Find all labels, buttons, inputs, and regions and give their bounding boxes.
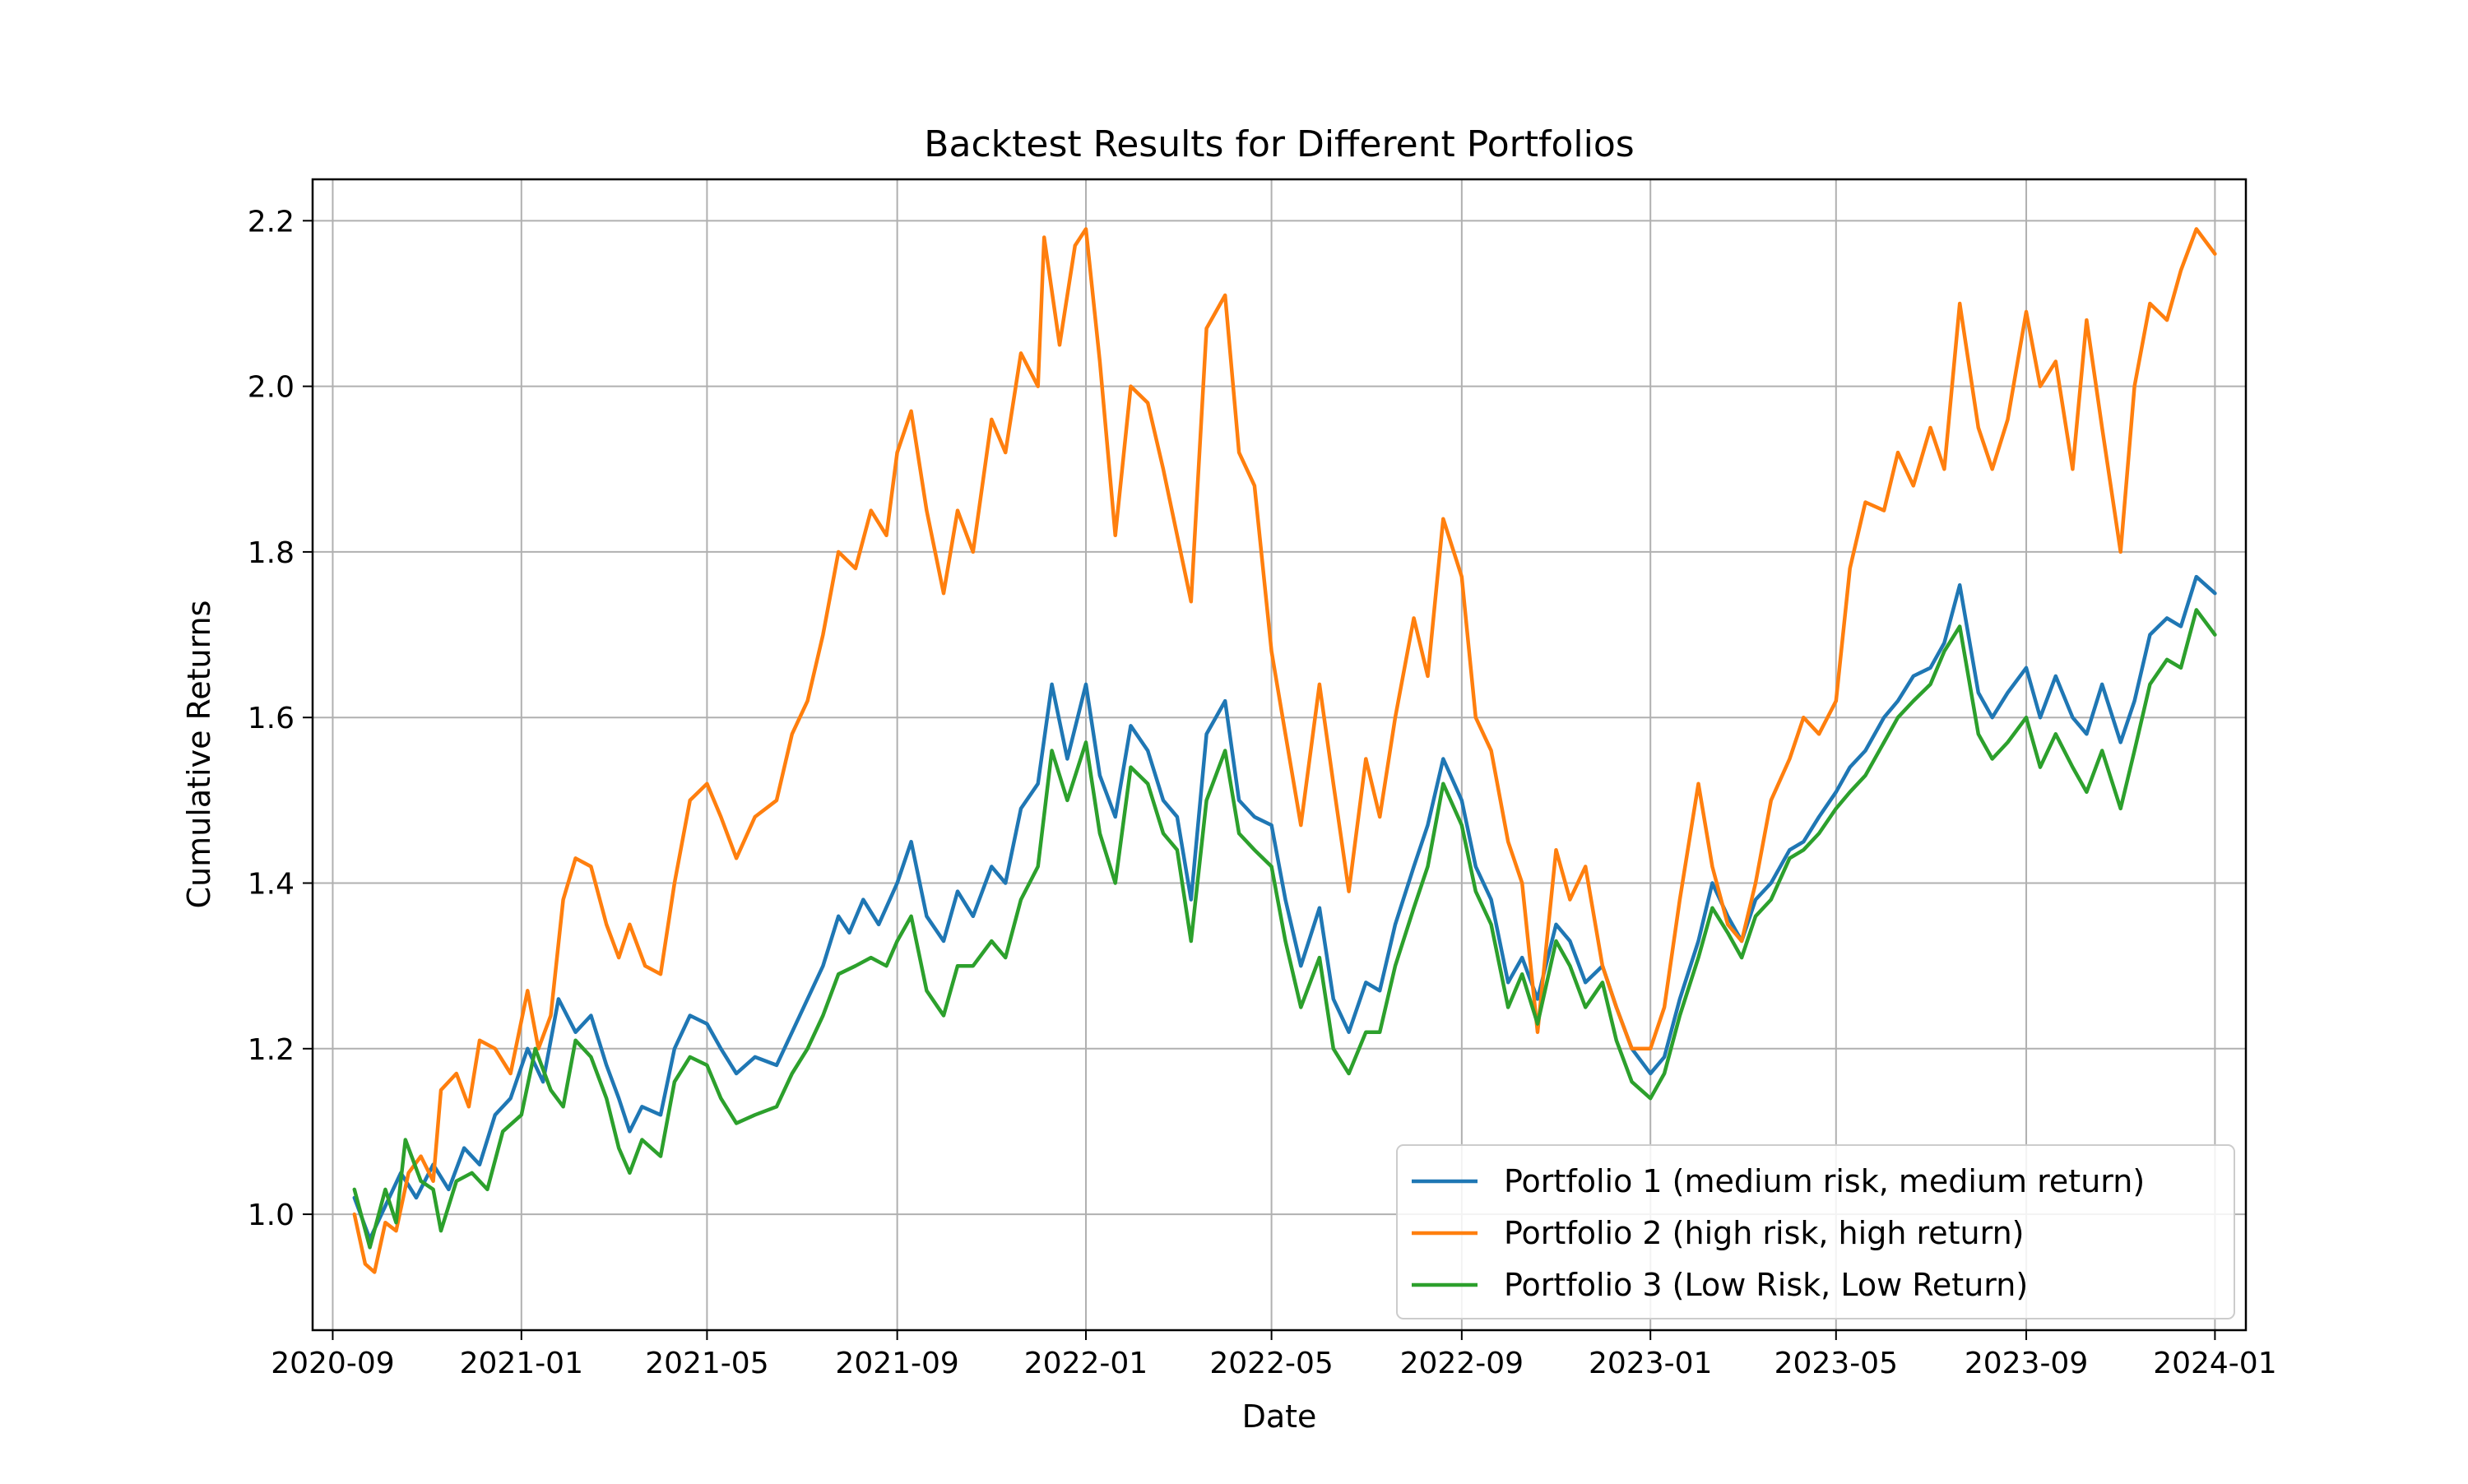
series-line-portfolio-1 bbox=[352, 574, 2217, 1241]
x-tick-label: 2022-05 bbox=[1209, 1347, 1333, 1380]
x-tick-label: 2023-01 bbox=[1589, 1347, 1712, 1380]
y-tick-label: 1.6 bbox=[248, 702, 295, 735]
y-tick-label: 1.0 bbox=[248, 1199, 295, 1232]
legend-box bbox=[1396, 1144, 2235, 1319]
series-lines bbox=[352, 227, 2217, 1274]
x-tick-label: 2022-09 bbox=[1400, 1347, 1524, 1380]
y-tick-label: 1.4 bbox=[248, 868, 295, 902]
x-tick-label: 2021-09 bbox=[835, 1347, 958, 1380]
y-tick-label: 1.2 bbox=[248, 1033, 295, 1067]
chart-title: Backtest Results for Different Portfolio… bbox=[924, 123, 1634, 165]
legend-label: Portfolio 1 (medium risk, medium return) bbox=[1504, 1163, 2145, 1199]
x-axis-ticks: 2020-09 2021-01 2021-05 2021-09 2022-01 2022-… bbox=[271, 1330, 2277, 1380]
series-line-portfolio-3 bbox=[352, 608, 2217, 1250]
x-tick-label: 2020-09 bbox=[271, 1347, 394, 1380]
y-axis-label: Cumulative Returns bbox=[181, 601, 217, 909]
x-tick-label: 2023-09 bbox=[1965, 1347, 2088, 1380]
y-tick-label: 2.2 bbox=[248, 205, 295, 239]
legend-label: Portfolio 2 (high risk, high return) bbox=[1504, 1215, 2025, 1251]
legend-label: Portfolio 3 (Low Risk, Low Return) bbox=[1504, 1267, 2028, 1303]
y-axis-ticks: 1.0 1.2 1.4 1.6 1.8 2.0 2.2 bbox=[248, 205, 313, 1232]
grid-lines bbox=[313, 179, 2246, 1330]
x-axis-label: Date bbox=[1242, 1398, 1317, 1435]
legend: Portfolio 1 (medium risk, medium return)… bbox=[1396, 1144, 2235, 1319]
x-tick-label: 2021-05 bbox=[645, 1347, 768, 1380]
plot-area-frame bbox=[311, 178, 2248, 1332]
x-tick-label: 2023-05 bbox=[1774, 1347, 1898, 1380]
x-tick-label: 2021-01 bbox=[460, 1347, 583, 1380]
y-tick-label: 1.8 bbox=[248, 536, 295, 570]
x-tick-label: 2022-01 bbox=[1024, 1347, 1148, 1380]
x-tick-label: 2024-01 bbox=[2153, 1347, 2276, 1380]
y-tick-label: 2.0 bbox=[248, 371, 295, 405]
series-line-portfolio-2 bbox=[352, 227, 2217, 1274]
